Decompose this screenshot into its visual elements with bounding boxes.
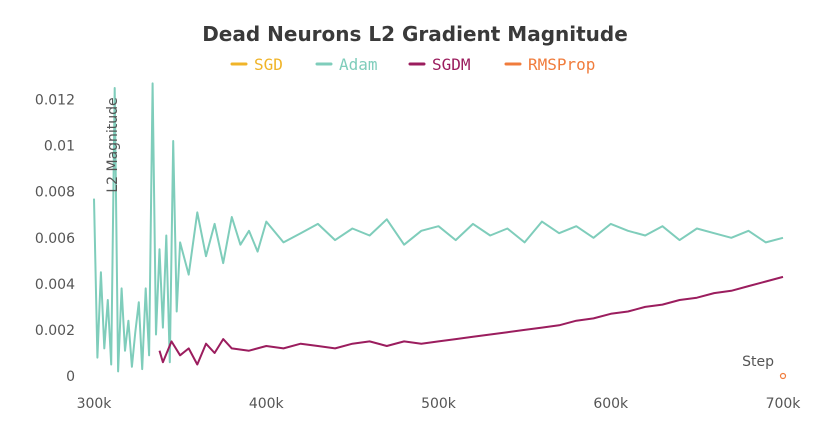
chart-title: Dead Neurons L2 Gradient Magnitude [202,22,628,46]
series-layer [93,82,787,380]
y-tick-label: 0.006 [35,231,75,247]
legend-label: Adam [339,55,378,74]
legend-item-sgdm[interactable]: SGDM [408,55,471,74]
y-tick-label: 0 [66,369,75,385]
y-tick-label: 0.008 [35,185,75,201]
y-tick-label: 0.004 [35,277,75,293]
x-axis-label: Step [742,354,774,370]
y-tick-label: 0.002 [35,323,75,339]
y-axis-label: L2 Magnitude [105,97,121,192]
legend-label: RMSProp [528,55,595,74]
series-line-adam [93,82,784,373]
x-tick-label: 300k [77,396,113,412]
legend-label: SGD [254,55,283,74]
series-point-rmsprop [779,372,787,380]
legend-item-sgd[interactable]: SGD [230,55,283,74]
legend-item-adam[interactable]: Adam [315,55,378,74]
x-tick-label: 500k [421,396,457,412]
series-line-sgdm [158,275,784,366]
x-tick-label: 600k [593,396,629,412]
legend-label: SGDM [432,55,471,74]
y-tick-label: 0.012 [35,93,75,109]
x-tick-label: 400k [249,396,285,412]
legend-item-rmsprop[interactable]: RMSProp [504,55,595,74]
x-tick-label: 700k [766,396,802,412]
axes-layer: 0 0.002 0.004 0.006 0.008 0.01 0.012 300k 400k 50… [35,93,801,412]
y-tick-label: 0.01 [44,139,75,155]
chart-legend: SGD Adam SGDM RMSProp [230,55,595,74]
